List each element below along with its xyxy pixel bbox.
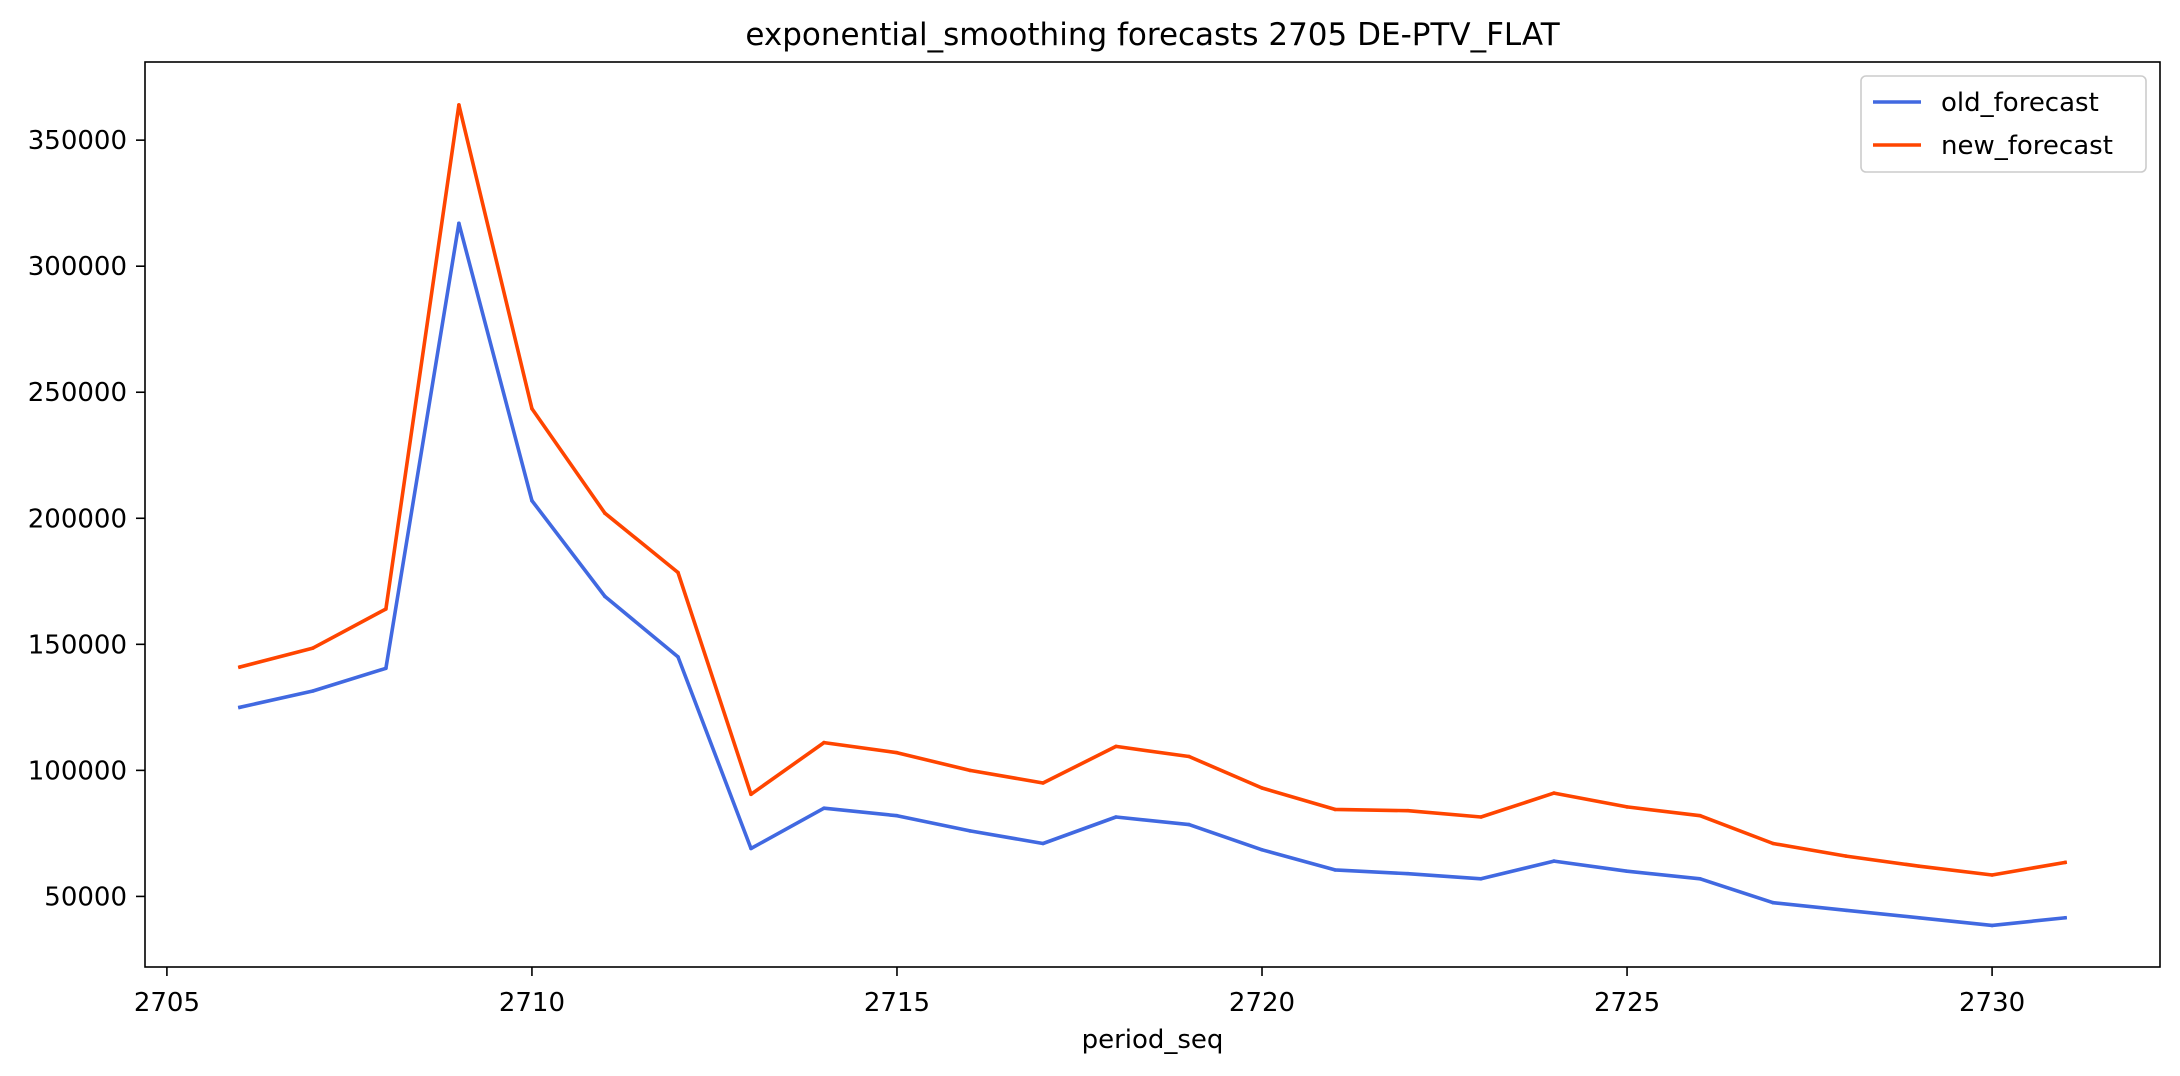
data-point (1917, 864, 1921, 868)
series-new-forecast (237, 103, 2068, 877)
data-point (238, 705, 242, 710)
data-point (311, 646, 315, 650)
y-tick-label: 250000 (28, 378, 127, 408)
data-point (1698, 813, 1702, 818)
data-point (968, 768, 972, 773)
data-point (1771, 900, 1775, 905)
data-point (1990, 923, 1994, 928)
data-point (1041, 841, 1045, 846)
data-point (1260, 848, 1264, 852)
data-point (2063, 916, 2067, 920)
series-old-forecast (237, 221, 2068, 928)
x-tick-label: 2715 (864, 988, 930, 1018)
y-tick-label: 200000 (28, 504, 127, 534)
data-point (530, 498, 534, 503)
legend-label: new_forecast (1941, 131, 2113, 161)
data-point (676, 655, 680, 659)
data-point (238, 665, 242, 669)
data-point (1260, 786, 1264, 790)
x-tick-label: 2720 (1229, 988, 1295, 1018)
x-tick-label: 2705 (134, 988, 200, 1018)
x-axis: 2705 2710 2715 2720 2725 2730 (134, 967, 2025, 1018)
data-point (676, 570, 680, 575)
data-point (1844, 908, 1848, 913)
data-point (1041, 781, 1045, 785)
data-point (1406, 871, 1410, 876)
data-point (1552, 859, 1556, 863)
y-tick-label: 300000 (28, 252, 127, 282)
plot-area (144, 61, 2161, 968)
data-point (384, 607, 388, 611)
data-point (1187, 822, 1191, 827)
data-point (1917, 916, 1921, 920)
data-point (1844, 854, 1848, 858)
data-point (968, 829, 972, 833)
data-point (1479, 877, 1483, 881)
data-point (1771, 841, 1775, 846)
data-point (1114, 744, 1118, 749)
y-tick-label: 100000 (28, 756, 127, 786)
data-point (822, 740, 826, 745)
data-point (749, 846, 753, 851)
data-point (1625, 805, 1629, 809)
data-point (1990, 873, 1994, 877)
data-point (1333, 868, 1337, 872)
data-point (457, 103, 461, 107)
legend-box (1860, 75, 2147, 173)
data-point (384, 666, 388, 671)
y-tick-label: 150000 (28, 630, 127, 660)
x-tick-label: 2730 (1959, 988, 2025, 1018)
y-tick-label: 350000 (28, 126, 127, 156)
data-point (895, 750, 899, 755)
data-point (1552, 791, 1556, 795)
x-axis-label: period_seq (1082, 1025, 1224, 1055)
y-axis: 50000 100000 150000 200000 250000 300000 35000… (28, 126, 145, 912)
data-point (530, 406, 534, 411)
x-tick-label: 2710 (499, 988, 565, 1018)
x-tick-label: 2725 (1594, 988, 1660, 1018)
legend-label: old_forecast (1941, 88, 2099, 118)
data-point (1698, 877, 1702, 881)
data-point (311, 689, 315, 693)
data-point (1114, 815, 1118, 819)
legend: old_forecast new_forecast (1860, 75, 2147, 173)
data-point (1187, 754, 1191, 759)
data-point (1406, 808, 1410, 813)
data-point (1333, 807, 1337, 812)
y-tick-label: 50000 (44, 882, 127, 912)
data-point (749, 792, 753, 797)
chart-title: exponential_smoothing forecasts 2705 DE-… (745, 17, 1560, 53)
series-layer (237, 103, 2068, 928)
data-point (895, 813, 899, 818)
data-point (603, 511, 607, 515)
data-point (603, 594, 607, 599)
data-point (2063, 860, 2067, 865)
data-point (457, 221, 461, 226)
data-point (1479, 815, 1483, 819)
series-line (237, 221, 2068, 928)
plot-frame (144, 61, 2161, 968)
series-line (237, 103, 2068, 877)
data-point (822, 806, 826, 810)
data-point (1625, 869, 1629, 873)
